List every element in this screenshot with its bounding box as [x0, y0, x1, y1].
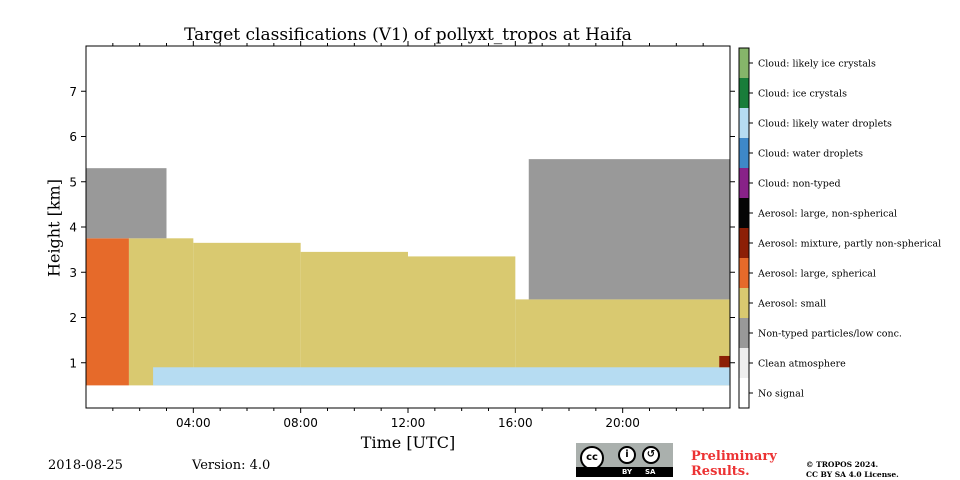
x-axis-label: Time [UTC]	[360, 433, 456, 452]
colorbar-label: Cloud: ice crystals	[758, 89, 847, 100]
y-tick-label: 5	[69, 175, 77, 189]
x-tick-label: 16:00	[498, 416, 533, 430]
region-9	[719, 355, 730, 368]
preliminary-notice: Preliminary Results.	[691, 449, 777, 479]
colorbar-segment	[739, 348, 749, 378]
region-8	[153, 367, 731, 386]
region-1	[128, 238, 194, 386]
x-tick-label: 08:00	[283, 416, 318, 430]
cc-sa-text: SA	[645, 468, 656, 476]
colorbar-segment	[739, 228, 749, 258]
colorbar-segment	[739, 78, 749, 108]
y-tick-label: 4	[69, 221, 77, 235]
colorbar-label: Non-typed particles/low conc.	[758, 329, 902, 340]
x-tick-label: 04:00	[176, 416, 211, 430]
region-7	[528, 159, 730, 300]
colorbar-segment	[739, 258, 749, 288]
preliminary-line-2: Results.	[691, 464, 750, 479]
y-axis-label: Height [km]	[44, 179, 64, 277]
colorbar-label: Cloud: likely water droplets	[758, 119, 892, 130]
colorbar-segment	[739, 288, 749, 318]
colorbar-segment	[739, 318, 749, 348]
y-tick-label: 3	[69, 266, 77, 280]
colorbar-label: Clean atmosphere	[758, 359, 846, 370]
date-label: 2018-08-25	[48, 458, 123, 473]
y-tick-label: 6	[69, 130, 77, 144]
share-alike-icon: ↺	[642, 446, 660, 464]
copyright-line-1: © TROPOS 2024.	[806, 460, 879, 469]
colorbar-label: Aerosol: large, non-spherical	[757, 209, 897, 220]
cc-license-badge: cc i ↺ BY SA	[576, 443, 673, 477]
copyright-notice: © TROPOS 2024. CC BY SA 4.0 License.	[806, 460, 899, 480]
preliminary-line-1: Preliminary	[691, 449, 777, 464]
y-tick-label: 1	[69, 356, 77, 370]
colorbar-frame	[738, 47, 750, 409]
x-tick-label: 12:00	[391, 416, 426, 430]
colorbar-segment	[739, 138, 749, 168]
colorbar-segment	[739, 168, 749, 198]
colorbar-label: Cloud: water droplets	[758, 149, 863, 160]
region-6	[86, 168, 167, 239]
colorbar-label: No signal	[758, 389, 804, 400]
colorbar-label: Aerosol: large, spherical	[757, 269, 876, 280]
cc-badge-strip	[576, 467, 673, 477]
version-label: Version: 4.0	[192, 458, 271, 473]
region-0	[86, 238, 129, 386]
copyright-line-2: CC BY SA 4.0 License.	[806, 470, 899, 479]
colorbar-segment	[739, 378, 749, 408]
colorbar-segment	[739, 108, 749, 138]
region-2	[193, 242, 301, 386]
chart-title: Target classifications (V1) of pollyxt_t…	[184, 25, 632, 45]
colorbar-label: Cloud: likely ice crystals	[758, 59, 876, 70]
attribution-icon: i	[618, 446, 636, 464]
y-tick-label: 2	[69, 311, 77, 325]
region-3	[300, 251, 408, 386]
colorbar-segment	[739, 198, 749, 228]
cc-by-text: BY	[622, 468, 633, 476]
colorbar-label: Aerosol: mixture, partly non-spherical	[757, 239, 941, 250]
y-tick-label: 7	[69, 85, 77, 99]
x-tick-label: 20:00	[605, 416, 640, 430]
region-4	[408, 256, 516, 386]
colorbar-label: Aerosol: small	[757, 299, 826, 310]
colorbar-segment	[739, 48, 749, 78]
colorbar-label: Cloud: non-typed	[758, 179, 841, 190]
